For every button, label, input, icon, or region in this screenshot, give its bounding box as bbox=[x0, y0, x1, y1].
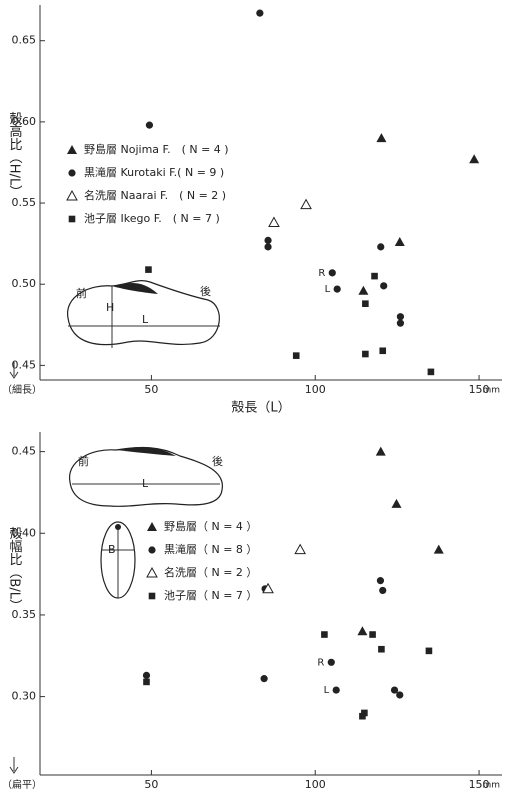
y-axis-label: 殻高比（H/L） bbox=[7, 112, 23, 198]
point-label: R bbox=[317, 657, 324, 668]
point bbox=[396, 691, 404, 699]
point bbox=[358, 285, 369, 295]
note: （扁平） bbox=[2, 778, 42, 791]
point bbox=[357, 626, 368, 636]
legend-marker bbox=[68, 215, 76, 223]
diagram-label: B bbox=[108, 543, 116, 556]
point bbox=[332, 686, 340, 694]
legend-marker bbox=[146, 566, 158, 578]
point bbox=[377, 243, 385, 251]
legend-marker bbox=[67, 145, 77, 154]
y-tick-label: 0.50 bbox=[12, 277, 37, 290]
point bbox=[427, 368, 435, 376]
note-arrow-head bbox=[9, 371, 19, 379]
x-unit: mm bbox=[482, 781, 500, 791]
diagram-label: 前 bbox=[78, 454, 89, 468]
point bbox=[379, 586, 387, 595]
x-tick-label: 50 bbox=[144, 778, 158, 791]
x-tick-label: 100 bbox=[305, 383, 326, 396]
y-tick-label: 0.65 bbox=[12, 34, 37, 47]
point bbox=[362, 300, 369, 308]
diagram-label: 後 bbox=[212, 454, 223, 468]
point bbox=[369, 631, 376, 638]
diagram-label: 前 bbox=[76, 286, 87, 300]
point bbox=[433, 544, 444, 554]
y-tick-label: 0.40 bbox=[12, 526, 37, 539]
x-tick-label: 150 bbox=[469, 778, 490, 791]
legend-label: 黒滝層（ N = 8 ） bbox=[164, 543, 257, 556]
y-tick-label: 0.60 bbox=[12, 115, 37, 128]
point bbox=[375, 446, 386, 456]
diagram-label: H bbox=[106, 301, 114, 314]
point bbox=[328, 269, 336, 277]
point bbox=[327, 658, 335, 666]
y-tick-label: 0.45 bbox=[12, 445, 37, 458]
note: （細長） bbox=[2, 383, 42, 396]
y-tick-label: 0.30 bbox=[12, 690, 37, 703]
point bbox=[362, 350, 369, 358]
shell-diagram-top: 前 後 H L bbox=[67, 280, 220, 348]
legend-marker bbox=[148, 546, 156, 554]
point bbox=[300, 198, 312, 210]
legend-label: 名洗層 Naarai F. ( N = 2 ) bbox=[84, 188, 226, 202]
x-tick-label: 100 bbox=[305, 778, 326, 791]
point bbox=[391, 498, 402, 508]
point bbox=[390, 686, 399, 694]
point-label: L bbox=[324, 685, 330, 696]
point bbox=[371, 272, 378, 280]
point bbox=[145, 121, 154, 129]
point bbox=[143, 678, 150, 686]
point bbox=[396, 313, 405, 321]
point bbox=[376, 577, 385, 585]
legend-label: 池子層 Ikego F. ( N = 7 ) bbox=[84, 212, 220, 225]
legend-label: 野島層（ N = 4 ） bbox=[164, 519, 257, 533]
point bbox=[396, 319, 405, 327]
y-tick-label: 0.55 bbox=[12, 196, 37, 209]
point bbox=[469, 154, 480, 164]
point bbox=[268, 216, 280, 228]
point bbox=[294, 543, 307, 555]
point bbox=[394, 237, 405, 247]
point-label: R bbox=[318, 268, 325, 279]
point bbox=[378, 645, 385, 653]
point bbox=[380, 282, 388, 290]
legend-label: 名洗層（ N = 2 ） bbox=[164, 565, 257, 579]
point bbox=[262, 582, 274, 594]
point bbox=[379, 347, 387, 355]
x-unit: mm bbox=[482, 386, 500, 396]
y-tick-label: 0.35 bbox=[12, 608, 37, 621]
point bbox=[264, 243, 272, 251]
diagram-label: 後 bbox=[200, 284, 211, 298]
y-tick-label: 0.45 bbox=[12, 358, 37, 371]
point bbox=[333, 285, 341, 293]
point bbox=[376, 133, 387, 143]
note-arrow-head bbox=[9, 766, 19, 774]
point bbox=[260, 675, 268, 683]
point bbox=[256, 9, 264, 17]
x-axis-label: 殻長（L） bbox=[231, 401, 290, 416]
point bbox=[425, 647, 433, 655]
x-tick-label: 50 bbox=[144, 383, 158, 396]
point bbox=[292, 352, 300, 359]
point-label: L bbox=[325, 284, 331, 295]
x-tick-label: 150 bbox=[469, 383, 490, 396]
legend-label: 野島層 Nojima F. ( N = 4 ) bbox=[84, 142, 229, 156]
shell-diagram-bottom: 前 後 L B bbox=[69, 446, 223, 599]
diagram-label: L bbox=[142, 313, 149, 326]
point bbox=[142, 671, 151, 679]
point bbox=[145, 266, 152, 273]
legend-marker bbox=[68, 169, 76, 177]
point bbox=[264, 236, 272, 244]
legend-marker bbox=[148, 592, 156, 600]
legend-label: 黒滝層 Kurotaki F.( N = 9 ) bbox=[84, 166, 224, 179]
point bbox=[359, 712, 366, 720]
diagram-label: L bbox=[142, 477, 149, 490]
legend-marker bbox=[66, 189, 78, 201]
legend-label: 池子層（ N = 7 ） bbox=[164, 589, 257, 602]
legend-marker bbox=[147, 522, 157, 531]
y-axis-label: 殻幅比（B/L） bbox=[7, 526, 23, 612]
point bbox=[321, 631, 328, 638]
